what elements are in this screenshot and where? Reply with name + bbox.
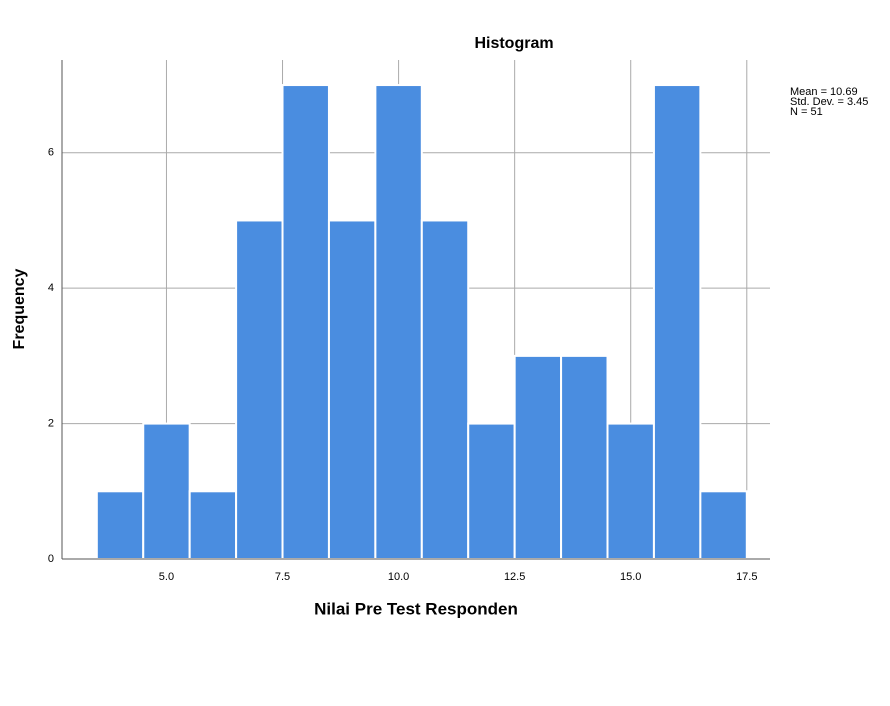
x-axis-label: Nilai Pre Test Responden [314, 599, 518, 618]
y-tick-label: 4 [48, 282, 54, 294]
bar [699, 490, 748, 561]
bar [420, 219, 470, 560]
y-tick-label: 2 [48, 417, 54, 429]
x-tick-label: 5.0 [159, 571, 174, 583]
chart-title: Histogram [474, 35, 553, 52]
x-tick-label: 17.5 [736, 571, 757, 583]
bar [374, 84, 423, 560]
y-tick-label: 6 [48, 147, 54, 159]
bar [327, 219, 377, 560]
bar [513, 354, 563, 560]
stat-text: Mean = 10.69 [790, 86, 858, 98]
stat-text: Std. Dev. = 3.45 [790, 96, 868, 108]
x-tick-label: 10.0 [388, 571, 409, 583]
bar [560, 354, 609, 560]
bar [235, 219, 284, 560]
bar [281, 84, 330, 560]
x-tick-label: 15.0 [620, 571, 641, 583]
y-axis-label: Frequency [11, 268, 28, 349]
x-tick-label: 7.5 [275, 571, 290, 583]
bar [188, 490, 238, 561]
bar [142, 422, 191, 560]
y-tick-label: 0 [48, 553, 54, 565]
bar [652, 84, 702, 560]
bar [467, 422, 516, 560]
bar [95, 490, 145, 561]
x-tick-label: 12.5 [504, 571, 525, 583]
bar [606, 422, 655, 560]
stat-text: N = 51 [790, 106, 823, 118]
